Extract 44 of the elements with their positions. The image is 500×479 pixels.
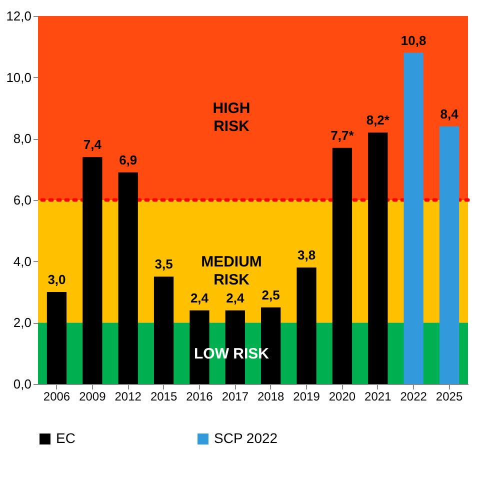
bar: [82, 157, 102, 384]
x-tick-label: 2015: [150, 390, 178, 404]
x-tick-label: 2017: [222, 390, 249, 404]
y-tick-label: 10,0: [6, 70, 32, 85]
x-tick-label: 2018: [257, 390, 285, 404]
bar: [118, 172, 138, 384]
bar: [439, 126, 460, 384]
data-label: 3,0: [48, 272, 66, 287]
y-tick-label: 0,0: [13, 376, 32, 392]
band-label: MEDIUM RISK: [201, 253, 262, 288]
bar: [46, 292, 67, 384]
x-tick-label: 2020: [328, 390, 356, 404]
x-tick-label: 2022: [400, 390, 428, 404]
data-label: 7,4: [83, 137, 102, 152]
data-label: 2,5: [262, 287, 280, 302]
bar: [368, 132, 388, 384]
x-tick-label: 2012: [114, 390, 142, 404]
y-tick-label: 8,0: [13, 131, 32, 146]
x-tick-label: 2025: [436, 390, 463, 404]
data-label: 8,2*: [366, 112, 390, 128]
legend-label: EC: [56, 430, 76, 446]
bar: [296, 267, 316, 384]
x-tick-label: 2006: [43, 390, 70, 404]
y-tick-label: 6,0: [13, 192, 32, 208]
x-tick-label: 2021: [364, 390, 392, 404]
data-label: 2,4: [226, 290, 245, 306]
data-label: 10,8: [400, 32, 426, 48]
data-label: 8,4: [440, 106, 460, 122]
data-label: 3,5: [154, 256, 173, 272]
data-label: 6,9: [119, 152, 138, 168]
bar: [154, 276, 174, 384]
legend-label: SCP 2022: [214, 430, 278, 446]
band-label: HIGH RISK: [212, 100, 250, 135]
y-tick-label: 4,0: [13, 254, 32, 269]
x-tick-label: 2009: [79, 390, 106, 404]
y-tick-label: 12,0: [6, 8, 32, 24]
x-tick-label: 2019: [293, 390, 320, 404]
y-tick-label: 2,0: [13, 315, 32, 330]
data-label: 3,8: [297, 247, 316, 262]
x-tick-label: 2016: [186, 390, 214, 404]
data-label: 2,4: [190, 290, 210, 306]
bar: [332, 148, 352, 384]
data-label: 7,7*: [330, 128, 355, 143]
bar: [404, 52, 424, 384]
